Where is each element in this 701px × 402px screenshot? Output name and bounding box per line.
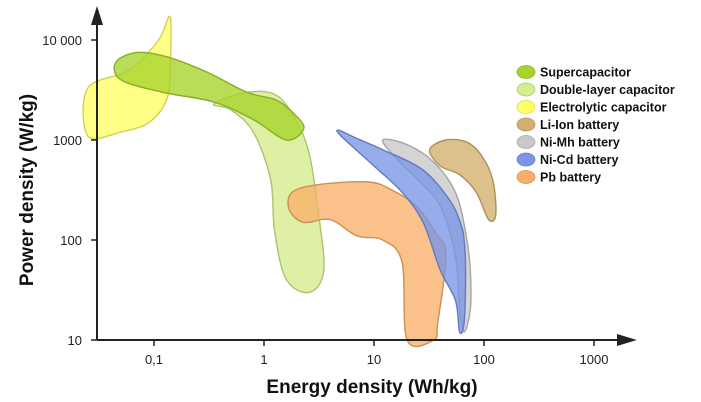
x-tick-label: 1 (260, 352, 267, 367)
axes (91, 6, 637, 346)
legend-swatch-double-layer-capacitor (516, 82, 536, 97)
y-tick-label: 100 (60, 233, 82, 248)
x-ticks: 0,1 1 10 100 1000 (145, 340, 609, 367)
x-axis-arrowhead (617, 334, 637, 346)
y-tick-label: 10 000 (42, 33, 82, 48)
legend-swatch-electrolytic-capacitor (516, 100, 536, 114)
x-tick-label: 100 (473, 352, 495, 367)
legend-swatch-pb-battery (516, 170, 536, 184)
x-axis-title: Energy density (Wh/kg) (266, 377, 477, 398)
x-tick-label: 0,1 (145, 352, 163, 367)
legend-label-li-ion-battery: Li-Ion battery (540, 118, 619, 132)
legend-swatch-li-ion-battery (516, 117, 536, 132)
y-axis-title: Power density (W/kg) (17, 94, 38, 286)
x-tick-label: 10 (367, 352, 381, 367)
x-tick-label: 1000 (580, 352, 609, 367)
legend-label-double-layer-capacitor: Double-layer capacitor (540, 83, 675, 97)
legend-label-ni-cd-battery: Ni-Cd battery (540, 153, 619, 167)
y-tick-label: 10 (68, 333, 82, 348)
legend-label-pb-battery: Pb battery (540, 171, 601, 185)
legend-swatch-ni-mh-battery (516, 135, 536, 149)
y-tick-label: 1000 (53, 133, 82, 148)
region-supercapacitor (113, 51, 305, 141)
region-ni-cd-battery (336, 129, 467, 335)
plot-regions (82, 15, 497, 348)
legend-swatch-supercapacitor (516, 65, 536, 79)
legend: Supercapacitor Double-layer capacitor Elec… (516, 65, 675, 185)
y-axis-arrowhead (91, 6, 103, 25)
legend-label-ni-mh-battery: Ni-Mh battery (540, 136, 620, 150)
legend-label-electrolytic-capacitor: Electrolytic capacitor (540, 101, 667, 115)
y-ticks: 10 100 1000 10 000 (42, 33, 97, 348)
legend-swatch-ni-cd-battery (516, 152, 536, 167)
region-li-ion-battery (428, 138, 497, 223)
legend-label-supercapacitor: Supercapacitor (540, 66, 631, 80)
